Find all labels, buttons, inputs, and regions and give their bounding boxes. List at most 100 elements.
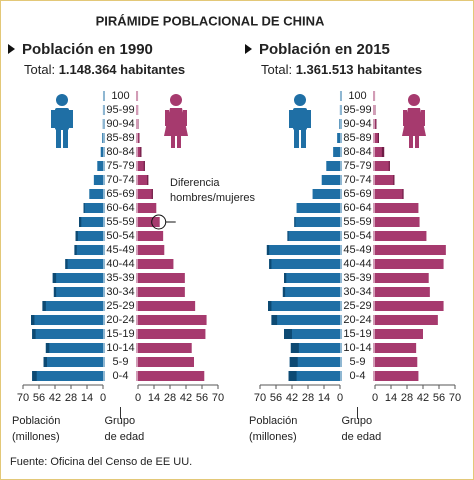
female-bar — [375, 371, 419, 381]
age-label: 15-19 — [106, 328, 134, 340]
x-axis-label: Población — [249, 415, 297, 427]
x-tick-label: 42 — [49, 392, 61, 404]
age-label: 35-39 — [106, 272, 134, 284]
x-tick-label: 28 — [302, 392, 314, 404]
x-tick-label: 70 — [212, 392, 224, 404]
x-axis-label: Población — [12, 415, 60, 427]
male-bar — [271, 315, 340, 325]
female-bar — [375, 133, 379, 143]
male-bar — [83, 203, 103, 213]
male-bar — [65, 259, 103, 269]
age-label: 25-29 — [343, 300, 371, 312]
bullet — [8, 44, 15, 54]
male-bar — [312, 189, 340, 199]
total: Total: 1.361.513 habitantes — [261, 62, 422, 77]
age-label: 50-54 — [106, 230, 134, 242]
male-bar — [52, 273, 103, 283]
age-label: 95-99 — [106, 104, 134, 116]
male-bar — [266, 245, 340, 255]
difference — [31, 315, 35, 325]
y-axis-label: de edad — [342, 431, 382, 443]
age-label: 65-69 — [106, 188, 134, 200]
female-bar — [375, 273, 429, 283]
male-bar — [284, 273, 340, 283]
age-label: 45-49 — [106, 244, 134, 256]
male-bar — [42, 301, 103, 311]
age-label: 30-34 — [343, 286, 371, 298]
difference — [75, 231, 78, 241]
difference — [289, 357, 298, 367]
male-bar — [89, 189, 103, 199]
difference — [294, 217, 296, 227]
female-bar — [138, 189, 153, 199]
female-bar — [138, 287, 185, 297]
x-tick-label: 42 — [180, 392, 192, 404]
age-label: 70-74 — [106, 174, 134, 186]
difference — [393, 175, 395, 185]
male-bar — [337, 133, 340, 143]
male-bar — [290, 343, 340, 353]
age-label: 55-59 — [343, 216, 371, 228]
female-bar — [138, 343, 192, 353]
female-bar — [138, 161, 145, 171]
female-bar — [375, 357, 418, 367]
male-bar — [326, 161, 340, 171]
age-label: 35-39 — [343, 272, 371, 284]
female-bar — [375, 245, 446, 255]
male-icon — [51, 94, 311, 148]
x-tick-label: 70 — [254, 392, 266, 404]
chart-title: PIRÁMIDE POBLACIONAL DE CHINA — [96, 13, 325, 28]
x-tick-label: 70 — [17, 392, 29, 404]
total: Total: 1.148.364 habitantes — [24, 62, 185, 77]
age-label: 75-79 — [106, 160, 134, 172]
x-tick-label: 56 — [33, 392, 45, 404]
age-label: 100 — [111, 90, 129, 102]
difference — [402, 189, 404, 199]
difference — [32, 371, 37, 381]
male-bar — [93, 175, 103, 185]
age-label: 40-44 — [106, 258, 134, 270]
male-bar — [269, 259, 340, 269]
y-axis-label: Grupo — [105, 415, 136, 427]
difference — [43, 357, 47, 367]
difference — [74, 245, 77, 255]
difference — [45, 343, 50, 353]
bullet — [245, 44, 252, 54]
total-value: 1.361.513 habitantes — [296, 62, 422, 77]
icons — [51, 94, 426, 148]
age-label: 95-99 — [343, 104, 371, 116]
x-tick-label: 28 — [401, 392, 413, 404]
x-tick-label: 0 — [372, 392, 378, 404]
male-bar — [102, 133, 103, 143]
age-label: 55-59 — [106, 216, 134, 228]
male-bar — [31, 315, 103, 325]
difference — [140, 147, 142, 157]
male-bar — [32, 329, 104, 339]
male-bar — [268, 301, 340, 311]
subtitle: Población en 2015 — [259, 41, 390, 58]
difference — [32, 329, 36, 339]
difference — [269, 259, 272, 269]
male-bar — [32, 371, 104, 381]
age-label: 40-44 — [343, 258, 371, 270]
male-bar — [43, 357, 103, 367]
annotation: Diferencia — [170, 177, 220, 189]
male-bar — [75, 231, 103, 241]
age-label: 25-29 — [106, 300, 134, 312]
female-bar — [375, 329, 423, 339]
source: Fuente: Oficina del Censo de EE UU. — [10, 456, 192, 468]
y-axis-label: de edad — [105, 431, 145, 443]
total-value: 1.148.364 habitantes — [59, 62, 185, 77]
male-bar — [100, 147, 103, 157]
difference — [147, 175, 149, 185]
age-label: 5-9 — [350, 356, 366, 368]
female-bar — [138, 259, 174, 269]
x-tick-label: 14 — [385, 392, 397, 404]
male-bar — [53, 287, 103, 297]
male-bar — [45, 343, 103, 353]
difference — [268, 301, 272, 311]
difference — [284, 273, 287, 283]
female-bar — [375, 259, 444, 269]
x-tick-label: 56 — [433, 392, 445, 404]
